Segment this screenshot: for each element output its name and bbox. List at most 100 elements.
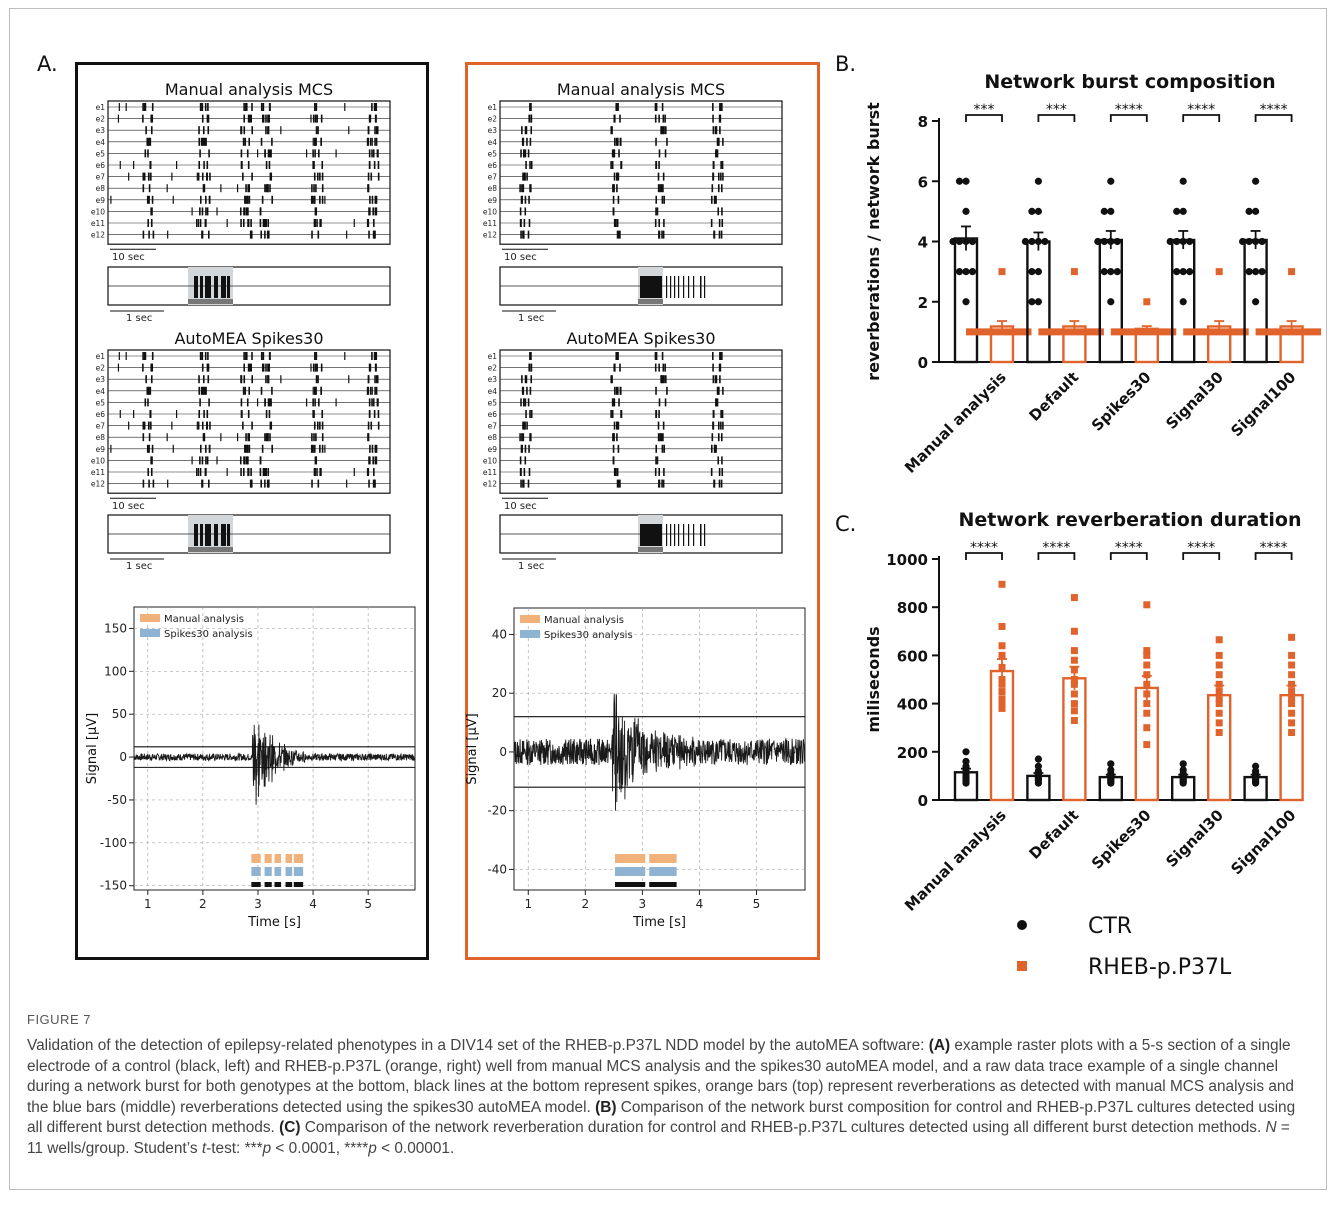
spike-mark [664,114,666,123]
rheb-data-point [1183,328,1191,336]
spike-mark [318,398,320,407]
spike-mark [712,103,714,111]
rheb-data-point [1215,688,1223,696]
rheb-example-frame [465,62,820,960]
spike-mark [151,352,154,360]
spike-mark [144,398,147,407]
significance-bracket [965,114,1003,122]
rheb-data-point [1209,328,1217,336]
rheb-data-point [1162,328,1170,336]
spike-mark [246,444,249,453]
spike-mark [369,363,372,372]
rheb-data-point [998,642,1006,650]
spike-mark [522,230,525,239]
significance-label: **** [970,540,998,556]
spike-mark [247,219,249,227]
spike-bar [274,882,282,887]
spike-mark [143,172,146,181]
spikes30-reverberation-bar [251,867,261,876]
spike-mark [251,421,253,430]
y-tick-label: 100 [104,664,127,678]
spike-mark [318,149,320,158]
spike-mark [530,352,532,360]
spike-mark [310,363,312,372]
spike-mark [144,149,147,158]
spikes30-reverberation-bar [614,867,646,876]
rheb-data-point [1215,328,1223,336]
spike-mark [375,137,378,146]
electrode-label: e1 [96,103,106,112]
x-tick-label: 5 [753,897,761,911]
spike-mark [259,219,262,227]
spike-mark [110,195,112,204]
spike-mark [611,410,614,418]
spike-mark [526,386,528,395]
spike-mark [202,433,205,442]
electrode-label: e2 [96,115,106,124]
spike-mark [310,195,313,204]
legend-label-spikes30: Spikes30 analysis [164,629,253,640]
spike-mark [201,456,204,465]
rheb-data-point [1314,328,1322,336]
rheb-data-point [1215,729,1223,737]
spike-mark [151,456,153,465]
spike-mark [530,363,533,372]
panel-b-label: B. [835,52,857,76]
spike-mark [317,479,320,488]
spike-mark [171,172,173,181]
spike-mark [324,195,326,204]
rheb-data-point [1143,709,1151,717]
spike-mark [335,149,337,158]
rheb-data-point [1281,328,1289,336]
spike-mark [722,137,724,146]
spike-mark [319,421,321,430]
ctr-data-point [962,237,970,246]
ctr-data-point [1179,237,1187,246]
spike-mark [268,363,271,372]
spike-mark [371,195,374,204]
rheb-data-point [972,328,980,336]
spike-mark [265,161,268,169]
ctr-data-point [1034,762,1042,770]
spike-mark [206,410,209,418]
spike-mark [125,352,127,360]
spike-mark [267,126,269,135]
electrode-label: e10 [91,207,105,216]
spike-mark [524,195,527,204]
significance-label: **** [1187,540,1215,556]
spike-mark [619,386,622,395]
spike-bar [293,882,304,887]
spike-mark [367,172,370,181]
spike-mark [268,352,271,360]
spike-mark [311,479,313,488]
signal-trace [133,724,416,805]
spike-mark [245,433,247,442]
spike-mark [662,363,665,372]
spike-mark [720,184,723,193]
spike-mark [656,456,659,465]
spike-mark [267,230,270,239]
spike-mark [267,479,270,488]
spike-mark [368,161,371,169]
spike-mark [133,410,135,418]
ctr-data-point [962,268,970,276]
zoom-spike [214,524,218,546]
spike-mark [368,149,371,158]
spike-mark [321,195,324,204]
zoom-spike [683,276,685,298]
scale-label: 10 sec [504,252,537,263]
spike-mark [315,375,318,384]
spike-mark [110,444,112,453]
spike-mark [310,444,313,453]
significance-label: **** [1115,540,1143,556]
spike-mark [615,386,618,395]
spike-mark [527,149,530,158]
spike-mark [375,386,378,395]
spike-mark [368,230,370,239]
spike-mark [200,386,203,395]
spike-mark [128,172,130,181]
rheb-data-point [1288,719,1296,727]
spike-mark [205,386,207,395]
spike-mark [375,352,378,360]
spike-mark [528,219,531,227]
